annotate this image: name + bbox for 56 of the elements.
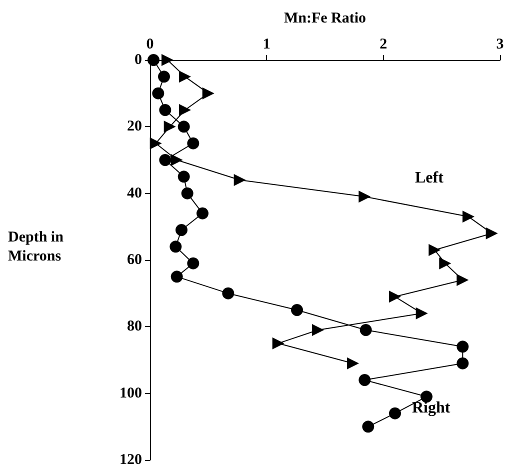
- point: [358, 374, 371, 386]
- annotation: Right: [412, 400, 451, 416]
- point: [456, 357, 469, 370]
- y-tick-label: 40: [127, 185, 142, 202]
- point: [179, 70, 191, 83]
- x-axis-title: Mn:Fe Ratio: [284, 10, 366, 26]
- point: [178, 170, 190, 183]
- point: [234, 174, 246, 186]
- point: [170, 154, 183, 166]
- point: [347, 357, 359, 370]
- point: [291, 304, 303, 316]
- y-tick-label: 100: [120, 385, 142, 402]
- x-tick-label: 2: [380, 36, 388, 52]
- point: [416, 307, 428, 320]
- annotation: Left: [415, 170, 444, 186]
- point: [486, 227, 498, 240]
- point: [222, 287, 234, 300]
- x-tick-label: 1: [262, 36, 270, 52]
- point: [152, 87, 164, 100]
- point: [170, 270, 183, 283]
- point: [178, 120, 190, 133]
- point: [202, 87, 214, 100]
- y-tick-label: 0: [134, 52, 142, 68]
- point: [456, 274, 469, 286]
- point: [389, 290, 401, 303]
- point: [148, 54, 160, 66]
- y-axis-title: Depth in Microns: [8, 230, 64, 264]
- point: [170, 240, 182, 253]
- point: [187, 257, 200, 270]
- y-tick-label: 20: [127, 118, 142, 135]
- point: [159, 154, 172, 166]
- point: [389, 407, 401, 420]
- point: [362, 420, 374, 433]
- point: [456, 340, 469, 353]
- point: [312, 324, 324, 336]
- x-tick-label: 3: [496, 36, 504, 52]
- y-tick-label: 60: [127, 252, 142, 268]
- point: [162, 54, 174, 66]
- point: [358, 190, 371, 203]
- point: [196, 207, 208, 220]
- point: [439, 257, 452, 270]
- point: [150, 137, 162, 150]
- y-tick-label: 120: [120, 452, 142, 468]
- point: [159, 104, 172, 116]
- x-tick-label: 0: [146, 36, 154, 52]
- point: [428, 244, 441, 256]
- y-tick-label: 80: [127, 318, 142, 335]
- point: [176, 224, 188, 236]
- point: [179, 104, 191, 116]
- point: [164, 120, 176, 133]
- point: [181, 187, 194, 200]
- point: [187, 137, 200, 150]
- point: [158, 70, 170, 83]
- point: [360, 324, 372, 336]
- point: [272, 337, 284, 350]
- point: [462, 210, 474, 223]
